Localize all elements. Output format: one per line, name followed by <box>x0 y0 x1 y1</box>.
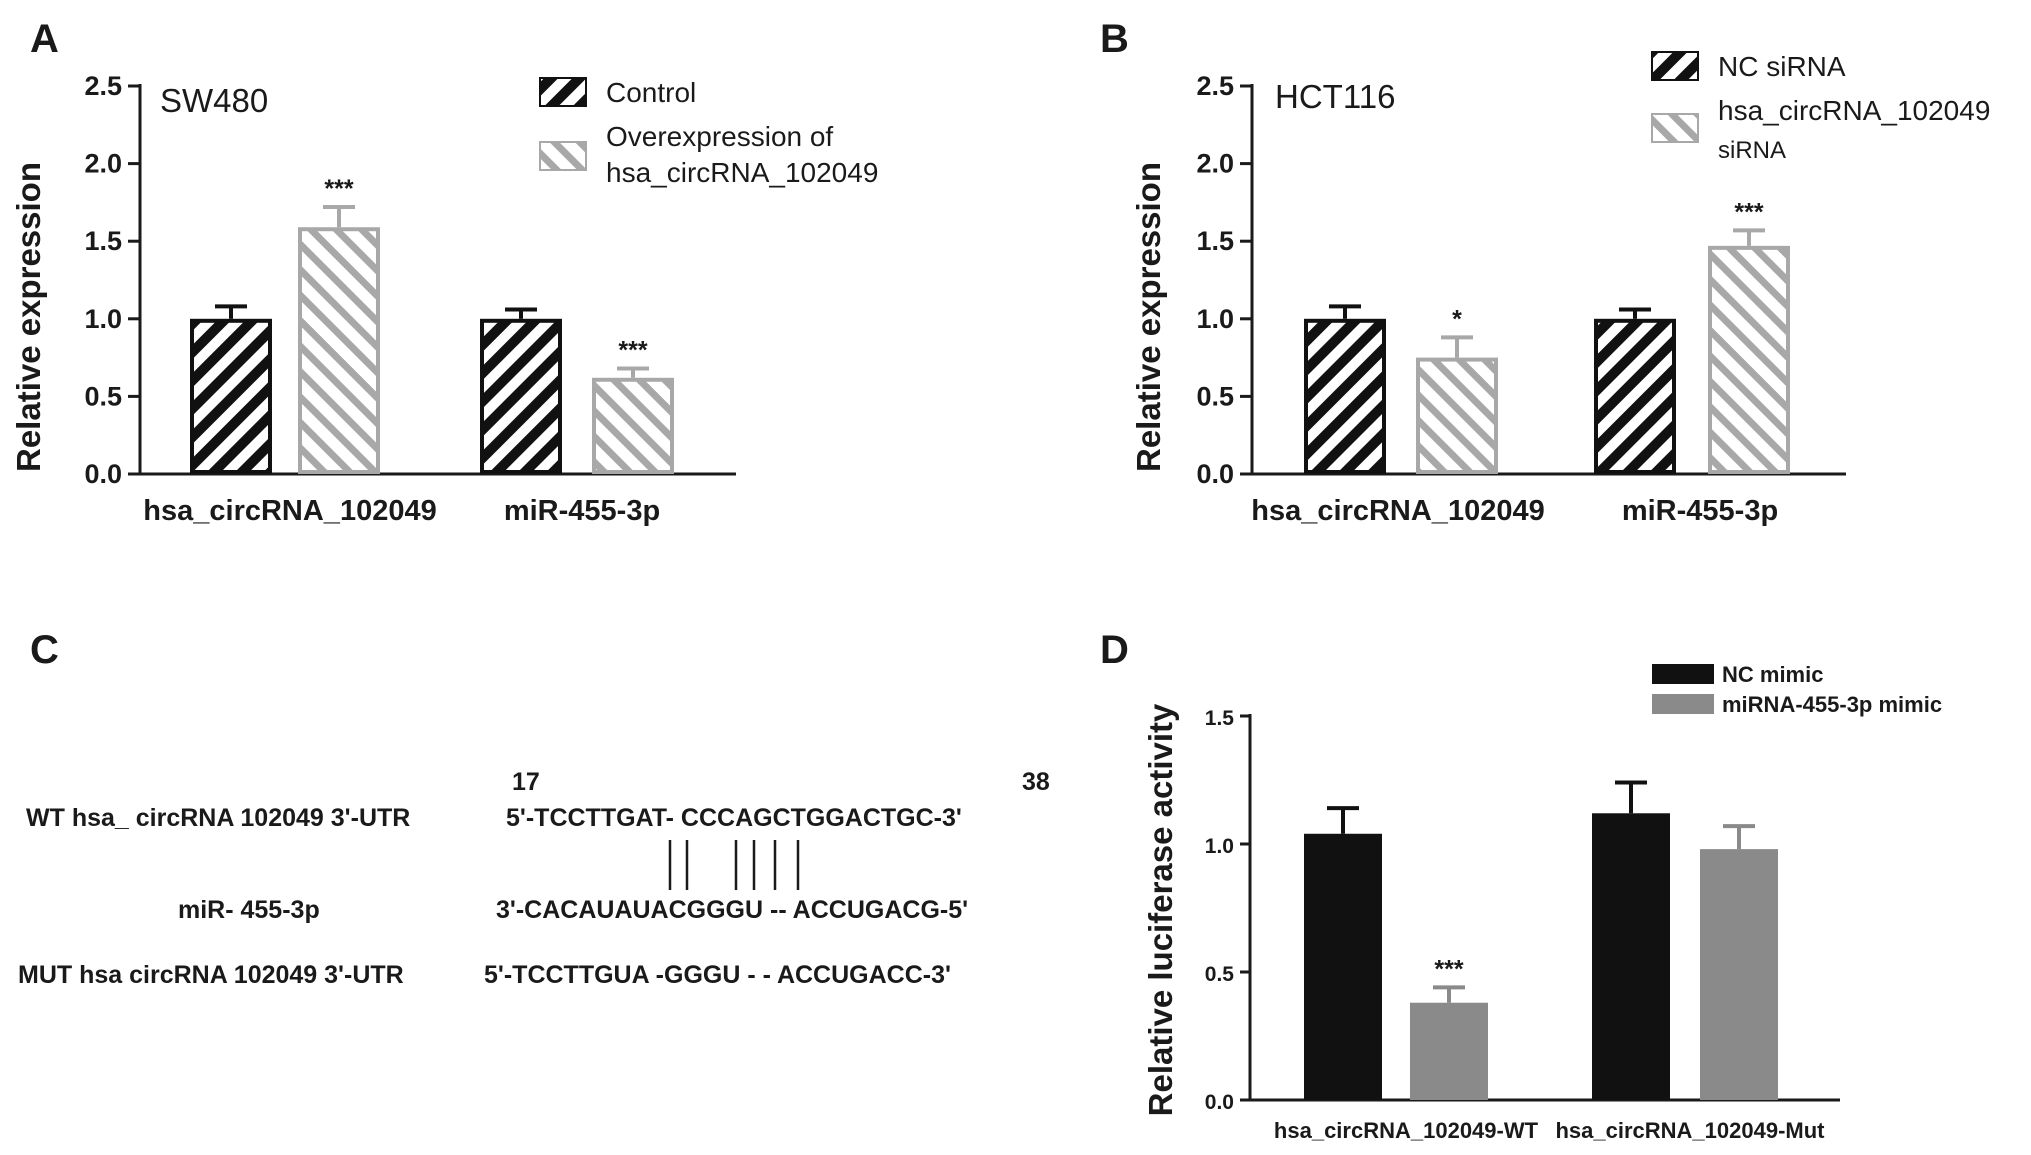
y-tick-label: 1.0 <box>1205 835 1234 858</box>
x-category-label: hsa_circRNA_102049-WT <box>1274 1118 1539 1143</box>
position-end: 38 <box>1022 768 1050 796</box>
legend-swatch-overexpression <box>539 141 587 171</box>
y-tick-label: 2.0 <box>84 149 122 179</box>
bar <box>592 377 674 474</box>
panel-a-cell-line: SW480 <box>160 82 268 119</box>
legend-label-control: Control <box>606 77 696 108</box>
panel-letter-d: D <box>1100 628 1129 672</box>
bar <box>1700 849 1778 1100</box>
panel-a-axes: 0.0 0.5 1.0 1.5 2.0 2.5 hsa_circRNA_102049 miR-… <box>84 71 736 527</box>
bar <box>1592 813 1670 1100</box>
legend-label-mir-mimic: miRNA-455-3p mimic <box>1722 692 1942 717</box>
x-category-label: miR-455-3p <box>1622 495 1778 527</box>
legend-swatch-nc-mimic <box>1652 664 1714 684</box>
panel-b-marks: **** <box>1304 198 1790 475</box>
legend-label-circrna-sirna-1: hsa_circRNA_102049 <box>1718 95 1990 126</box>
panel-d-marks: *** <box>1304 780 1778 1100</box>
panel-letter-c: C <box>30 628 59 672</box>
panel-b-legend: NC siRNA hsa_circRNA_102049 siRNA <box>1651 51 1990 164</box>
y-tick-label: 2.5 <box>84 71 122 101</box>
legend-swatch-circrna-sirna <box>1651 113 1699 143</box>
base-pair-lines <box>668 840 800 890</box>
bar <box>1416 357 1498 475</box>
significance-label: *** <box>1434 955 1463 983</box>
legend-label-overexpression-2: hsa_circRNA_102049 <box>606 157 878 188</box>
x-category-label: hsa_circRNA_102049 <box>1251 495 1544 527</box>
y-tick-label: 0.0 <box>1196 459 1234 489</box>
panel-letter-a: A <box>30 17 59 61</box>
bar <box>480 318 562 474</box>
y-tick-label: 0.0 <box>1205 1091 1234 1114</box>
panel-a-ylabel: Relative expression <box>10 162 47 472</box>
panel-b-cell-line: HCT116 <box>1275 78 1395 115</box>
y-tick-label: 2.0 <box>1196 149 1234 179</box>
mut-label: MUT hsa circRNA 102049 3'-UTR <box>18 961 404 989</box>
bar <box>1304 833 1382 1100</box>
x-category-label: hsa_circRNA_102049 <box>143 495 436 527</box>
legend-swatch-mir-mimic <box>1652 694 1714 714</box>
wt-label: WT hsa_ circRNA 102049 3'-UTR <box>26 804 410 832</box>
y-tick-label: 2.5 <box>1196 71 1234 101</box>
y-tick-label: 1.0 <box>1196 304 1234 334</box>
significance-label: *** <box>618 336 647 364</box>
significance-label: *** <box>1734 198 1763 226</box>
position-start: 17 <box>512 768 540 796</box>
significance-label: * <box>1452 305 1462 333</box>
panel-c-alignment: 17 38 WT hsa_ circRNA 102049 3'-UTR 5'-T… <box>18 768 1050 989</box>
bar <box>1304 318 1386 474</box>
legend-label-nc-sirna: NC siRNA <box>1718 51 1846 82</box>
x-category-label: miR-455-3p <box>504 495 660 527</box>
panel-b-axes: 0.0 0.5 1.0 1.5 2.0 2.5 hsa_circRNA_102049 miR-… <box>1196 71 1846 527</box>
y-tick-label: 1.5 <box>84 226 122 256</box>
panel-b-ylabel: Relative expression <box>1130 162 1167 472</box>
panel-d-axes: 0.0 0.5 1.0 1.5 hsa_circRNA_102049-WT hsa_cir… <box>1205 707 1840 1143</box>
panel-d-legend: NC mimic miRNA-455-3p mimic <box>1652 662 1942 717</box>
mir-label: miR- 455-3p <box>178 896 320 924</box>
bar <box>1594 318 1676 474</box>
bar <box>298 227 380 474</box>
y-tick-label: 1.5 <box>1205 707 1235 730</box>
panel-d-ylabel: Relative luciferase activity <box>1142 703 1179 1116</box>
y-tick-label: 1.0 <box>84 304 122 334</box>
y-tick-label: 0.5 <box>84 381 122 411</box>
panel-b-chart: 0.0 0.5 1.0 1.5 2.0 2.5 hsa_circRNA_102049 miR-… <box>1130 51 1990 527</box>
legend-label-overexpression-1: Overexpression of <box>606 121 833 152</box>
legend-label-circrna-sirna-2: siRNA <box>1718 137 1786 164</box>
significance-label: *** <box>324 175 353 203</box>
wt-sequence: 5'-TCCTTGAT- CCCAGCTGGACTGC-3' <box>506 804 962 832</box>
panel-letter-b: B <box>1100 17 1129 61</box>
legend-label-nc-mimic: NC mimic <box>1722 662 1823 687</box>
y-tick-label: 0.5 <box>1205 963 1235 986</box>
bar <box>1708 245 1790 474</box>
y-tick-label: 0.0 <box>84 459 122 489</box>
x-category-label: hsa_circRNA_102049-Mut <box>1555 1118 1825 1143</box>
panel-d-chart: 0.0 0.5 1.0 1.5 hsa_circRNA_102049-WT hsa_cir… <box>1142 662 1942 1143</box>
panel-a-legend: Control Overexpression of hsa_circRNA_10… <box>539 77 878 188</box>
y-tick-label: 1.5 <box>1196 226 1234 256</box>
y-tick-label: 0.5 <box>1196 381 1234 411</box>
bar <box>190 318 272 474</box>
mut-sequence: 5'-TCCTTGUA -GGGU - - ACCUGACC-3' <box>484 961 951 989</box>
panel-a-chart: 0.0 0.5 1.0 1.5 2.0 2.5 hsa_circRNA_102049 miR-… <box>10 71 878 527</box>
bar <box>1410 1002 1488 1100</box>
panel-a-marks: *** *** <box>190 175 674 474</box>
legend-swatch-control <box>539 77 587 107</box>
mir-sequence: 3'-CACAUAUACGGGU -- ACCUGACG-5' <box>496 896 968 924</box>
legend-swatch-nc-sirna <box>1651 51 1699 81</box>
